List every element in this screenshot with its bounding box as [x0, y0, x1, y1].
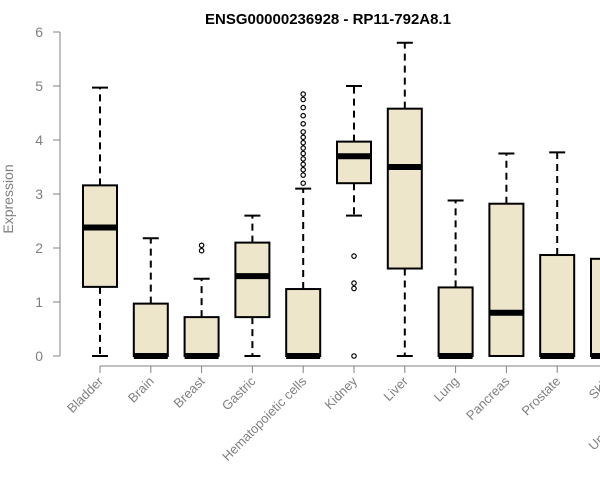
outlier-point — [351, 253, 357, 259]
x-tick-label: Skin — [586, 374, 600, 402]
outlier-point — [300, 180, 307, 187]
outlier-point — [351, 280, 357, 286]
box-brain — [132, 237, 169, 359]
box-hematopoietic-cells — [285, 91, 322, 359]
box-pancreas — [488, 152, 525, 357]
outlier-point — [300, 145, 307, 151]
boxes-group — [82, 41, 600, 359]
outlier-point — [300, 139, 307, 146]
y-tick-label: 6 — [35, 24, 43, 40]
box-gastric — [234, 214, 271, 357]
box-liver — [386, 41, 423, 357]
outlier-point — [351, 285, 357, 292]
box-iqr — [132, 302, 169, 357]
y-tick-label: 2 — [35, 240, 43, 256]
x-tick-label: Hematopoietic cells — [219, 373, 310, 464]
outlier-point — [300, 172, 307, 178]
x-tick-label: Gastric — [219, 373, 259, 413]
box-iqr — [386, 107, 423, 270]
x-tick-label: Prostate — [518, 374, 563, 419]
x-tick-label: Liver — [380, 373, 411, 404]
x-tick-label: Pancreas — [463, 373, 513, 423]
y-tick-label: 3 — [35, 186, 43, 202]
box-iqr — [234, 241, 271, 319]
outlier-point — [300, 96, 307, 103]
y-tick-label: 4 — [35, 132, 43, 148]
box-breast — [183, 242, 220, 359]
x-tick-label: Bladder — [64, 373, 107, 416]
y-axis-label: Expression — [0, 164, 16, 233]
box-iqr — [336, 140, 372, 185]
y-tick-label: 1 — [35, 294, 43, 310]
x-tick-label: Brain — [125, 374, 157, 406]
y-tick-label: 0 — [35, 348, 43, 364]
outlier-point — [300, 156, 307, 162]
outlier-point — [300, 91, 307, 97]
outlier-point — [300, 161, 307, 168]
outlier-point — [300, 166, 307, 173]
y-tick-label: 5 — [35, 78, 43, 94]
box-skin — [590, 257, 600, 359]
outlier-point — [300, 112, 307, 119]
outlier-point — [351, 353, 357, 359]
outlier-point — [300, 104, 307, 111]
outlier-point — [198, 247, 205, 254]
box-iqr — [539, 254, 576, 358]
x-tick-label: Breast — [171, 373, 208, 410]
box-iqr — [183, 316, 220, 357]
box-iqr — [285, 288, 322, 358]
x-tick-label: Kidney — [321, 373, 360, 412]
outlier-point — [300, 129, 307, 135]
outlier-point — [300, 121, 307, 127]
outlier-point — [300, 134, 307, 141]
chart-title: ENSG00000236928 - RP11-792A8.1 — [205, 11, 451, 28]
box-prostate — [539, 151, 576, 359]
outlier-point — [300, 150, 307, 157]
box-iqr — [590, 257, 600, 357]
box-iqr — [437, 286, 474, 358]
x-tick-label: Lung — [431, 374, 462, 405]
box-kidney — [336, 85, 372, 359]
box-iqr — [82, 184, 118, 288]
y-axis: 0 1 2 3 4 5 6 — [35, 24, 61, 364]
box-lung — [437, 199, 474, 359]
box-bladder — [82, 86, 118, 357]
outlier-point — [198, 242, 205, 249]
box-iqr — [488, 202, 525, 357]
